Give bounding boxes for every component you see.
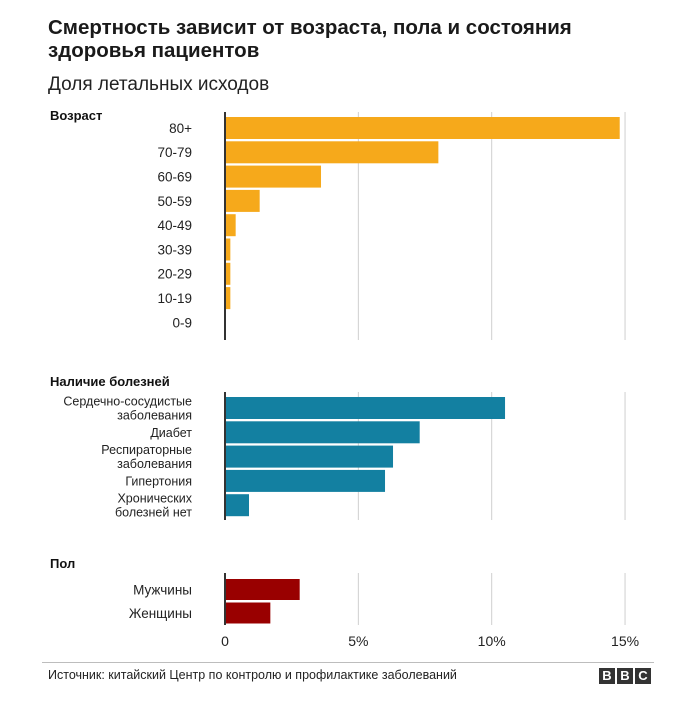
group-label: Пол — [50, 556, 75, 571]
category-label: 10-19 — [157, 291, 192, 306]
bar — [225, 117, 620, 139]
category-label: Сердечно-сосудистые — [63, 395, 192, 409]
category-label: Диабет — [150, 426, 192, 440]
bar — [225, 238, 231, 261]
source-note: Источник: китайский Центр по контролю и … — [48, 668, 457, 682]
category-label: Хронических — [117, 492, 192, 506]
bbc-logo: B B C — [599, 668, 651, 684]
category-label: 50-59 — [157, 194, 192, 209]
chart-title: Смертность зависит от возраста, пола и с… — [48, 16, 572, 62]
bar — [225, 287, 231, 310]
category-label: 0-9 — [172, 315, 192, 330]
category-label: заболевания — [117, 409, 192, 423]
category-label: заболевания — [117, 457, 192, 471]
x-tick-label: 0 — [221, 633, 229, 649]
bar — [225, 262, 231, 285]
category-label: 40-49 — [157, 218, 192, 233]
logo-letter: B — [599, 668, 615, 684]
bar — [225, 445, 394, 468]
category-label: 20-29 — [157, 267, 192, 282]
chart-subtitle: Доля летальных исходов — [48, 74, 270, 95]
category-label: Гипертония — [125, 474, 192, 488]
bar — [225, 602, 271, 624]
category-label: 60-69 — [157, 169, 192, 184]
footer-divider — [42, 662, 654, 663]
bar — [225, 494, 250, 517]
x-tick-label: 10% — [478, 633, 506, 649]
logo-letter: B — [617, 668, 633, 684]
category-label: Респираторные — [101, 443, 192, 457]
x-tick-label: 15% — [611, 633, 639, 649]
category-label: 70-79 — [157, 145, 192, 160]
x-tick-label: 5% — [348, 633, 368, 649]
group-label: Наличие болезней — [50, 374, 170, 389]
category-label: болезней нет — [115, 506, 192, 520]
bar — [225, 165, 322, 188]
bar — [225, 141, 439, 164]
bar — [225, 421, 420, 444]
category-label: Женщины — [129, 606, 192, 621]
bar-chart: Возраст 80+ 70-79 60-69 50-59 40-49 30-39 20-29… — [50, 108, 639, 649]
bar — [225, 189, 260, 212]
bar — [225, 397, 506, 419]
logo-letter: C — [635, 668, 651, 684]
group-label: Возраст — [50, 108, 102, 123]
category-label: 30-39 — [157, 242, 192, 257]
category-label: Мужчины — [133, 582, 192, 597]
bar — [225, 579, 300, 600]
category-label: 80+ — [169, 121, 192, 136]
bar — [225, 214, 236, 237]
bar — [225, 469, 386, 492]
